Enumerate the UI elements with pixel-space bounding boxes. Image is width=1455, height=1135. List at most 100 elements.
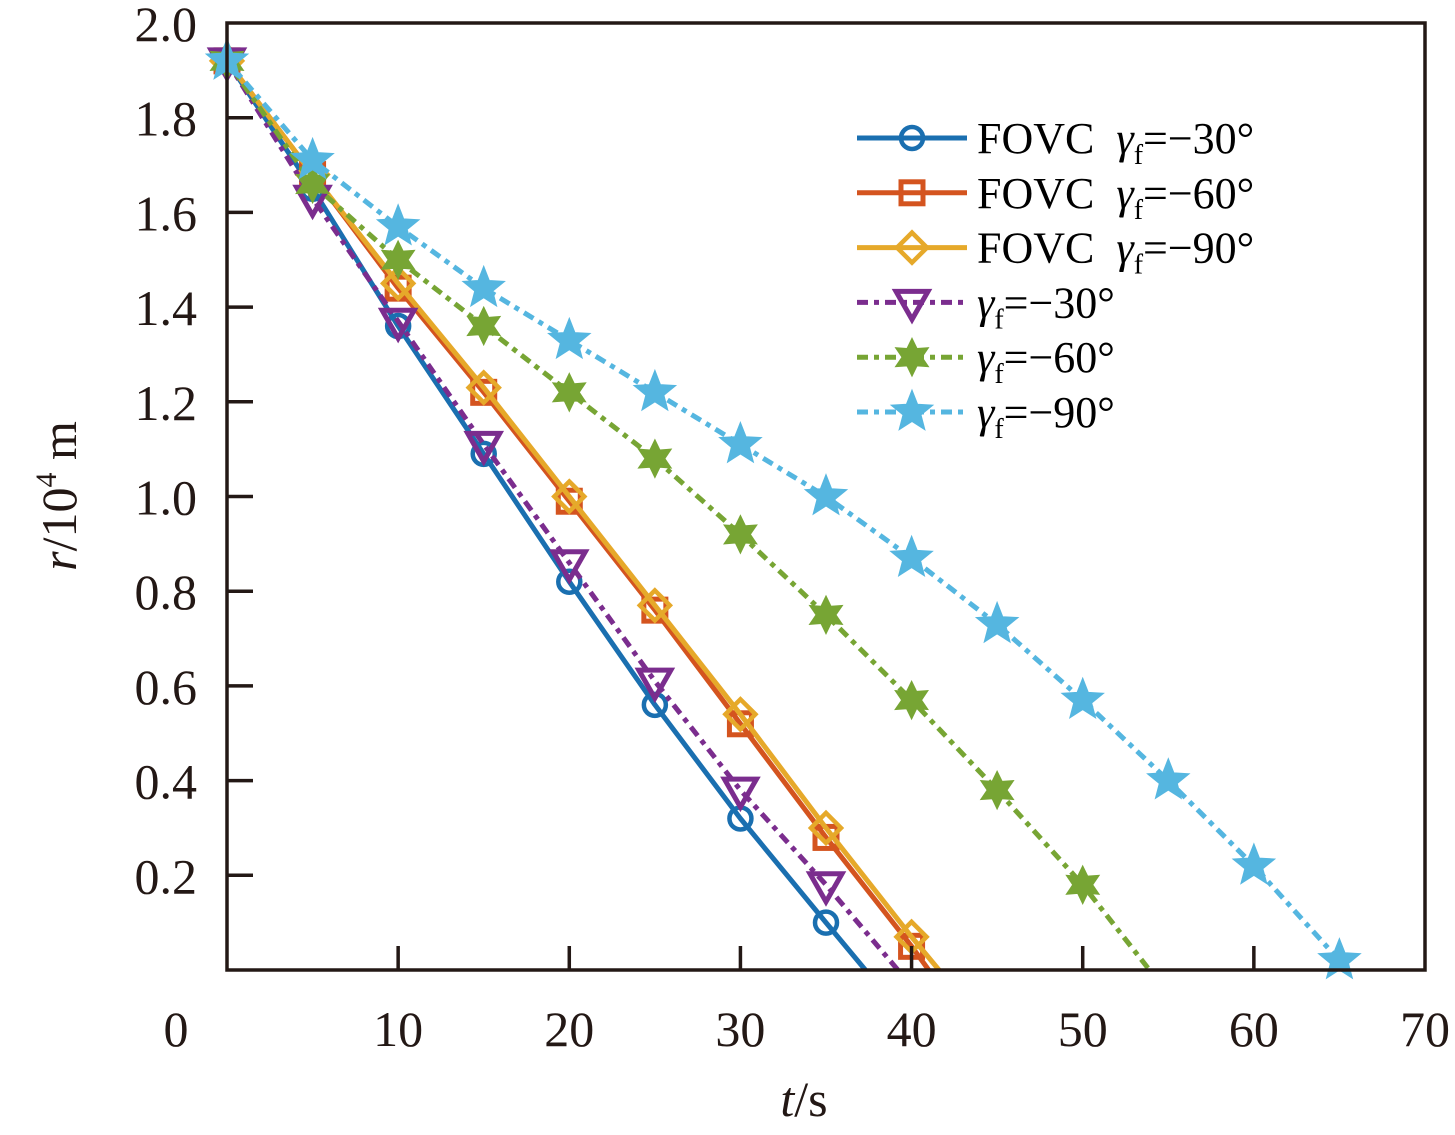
legend-label: FOVC γf=−60° [977,169,1254,226]
data-point-diamond [379,265,417,302]
data-point-hexagram [380,239,416,280]
legend-marker-square [898,179,926,207]
legend-prefix: FOVC [977,169,1105,218]
legend-marker-triangle-down [891,288,933,325]
y-axis-title-unit: m [31,421,87,473]
x-axis-title-var: t [780,1071,795,1127]
ticks-layer: 10 20 30 40 50 60 70 0.2 0.4 0.6 0.8 1.0 1.2 1.4 1.6 1.… [135,0,1451,1057]
data-point-hexagram [979,769,1015,811]
data-point-pentagram [290,136,335,180]
legend-subscript: f [1134,195,1144,226]
y-axis-title-scale: /10 [31,488,87,552]
data-point-pentagram [803,473,849,516]
series-line [225,59,941,972]
data-point-diamond [636,587,674,624]
series-line [224,59,1152,972]
series-f-30 [206,47,900,972]
legend-symbol: γ [1105,224,1135,273]
data-point-triangle-down [634,667,676,704]
legend-label: γf=−60° [977,333,1115,390]
x-tick-label: 60 [1229,1001,1279,1057]
data-point-triangle-down [720,776,761,813]
data-point-pentagram [375,203,421,246]
data-point-circle [556,568,583,595]
series-line [225,59,1342,963]
y-tick-label: 0.4 [135,754,198,810]
legend-symbol: γ [977,388,996,437]
legend-label: FOVC γf=−30° [977,114,1254,171]
y-tick-label: 0.2 [135,848,198,904]
series-layer [204,37,1362,980]
legend-item: γf=−90° [857,388,1115,445]
legend-marker-hexagram [894,337,930,378]
x-axis-title: t/s [780,1071,827,1127]
data-point-pentagram [1146,757,1191,800]
legend-symbol: γ [1105,169,1135,218]
y-axis-title-exponent: 4 [30,473,63,488]
legend-symbol: γ [977,278,996,327]
legend-symbol: γ [977,333,996,382]
y-tick-label: 1.2 [135,375,198,431]
x-tick-label: 70 [1400,1001,1450,1057]
y-tick-label: 1.8 [135,91,198,147]
legend-subscript: f [994,414,1004,445]
legend-marker-diamond [893,229,931,266]
data-point-hexagram [1065,864,1101,905]
data-point-triangle-down [463,430,505,467]
legend-marker-circle [898,124,926,152]
legend-value: =−30° [1143,114,1254,163]
legend-item: FOVC γf=−30° [857,114,1254,171]
data-point-diamond [465,369,502,406]
legend-value: =−90° [1004,388,1115,437]
x-axis-title-unit: /s [794,1071,827,1127]
legend-value: =−60° [1004,333,1115,382]
x-tick-label: 30 [715,1001,765,1057]
data-point-hexagram [551,372,587,413]
data-point-hexagram [808,594,844,636]
series-line [224,59,900,972]
legend-label: γf=−90° [977,388,1115,445]
data-point-hexagram [637,438,673,479]
y-tick-label: 1.6 [135,185,198,241]
legend-item: γf=−60° [857,333,1115,390]
legend-subscript: f [994,304,1004,335]
legend-symbol: γ [1105,114,1135,163]
legend-subscript: f [994,359,1004,390]
data-point-triangle-down [805,871,847,907]
data-point-hexagram [723,514,758,555]
data-point-pentagram [1231,842,1277,885]
x-tick-label: 20 [544,1001,594,1057]
data-point-diamond [722,696,759,733]
legend-subscript: f [1134,140,1144,171]
data-point-triangle-down [548,549,590,585]
y-axis-title: r/104 m [30,421,87,571]
legend-item: FOVC γf=−60° [857,169,1254,226]
x-tick-label: 40 [887,1001,937,1057]
data-point-hexagram [295,163,330,205]
series-f-90 [204,37,1362,980]
data-point-circle [812,909,840,936]
legend-label: γf=−30° [977,278,1115,335]
y-tick-label: 0.6 [135,659,198,715]
y-tick-label: 1.0 [135,470,198,526]
legend-value: =−30° [1004,278,1115,327]
legend-item: γf=−30° [857,278,1115,335]
legend-prefix: FOVC [977,114,1105,163]
legend-prefix: FOVC [977,224,1105,273]
origin-label: 0 [164,1001,189,1057]
x-tick-label: 10 [373,1001,423,1057]
legend-value: =−60° [1143,169,1254,218]
legend-subscript: f [1134,250,1144,281]
data-point-diamond [807,809,845,847]
legend-item: FOVC γf=−90° [857,224,1254,281]
data-point-pentagram [547,316,592,360]
data-point-pentagram [974,600,1020,644]
data-point-pentagram [1060,676,1105,720]
y-axis-title-var: r [31,551,87,571]
data-point-pentagram [889,534,934,578]
legend-label: FOVC γf=−90° [977,224,1254,281]
data-point-pentagram [718,421,763,464]
data-point-hexagram [466,305,502,347]
x-tick-label: 50 [1058,1001,1108,1057]
